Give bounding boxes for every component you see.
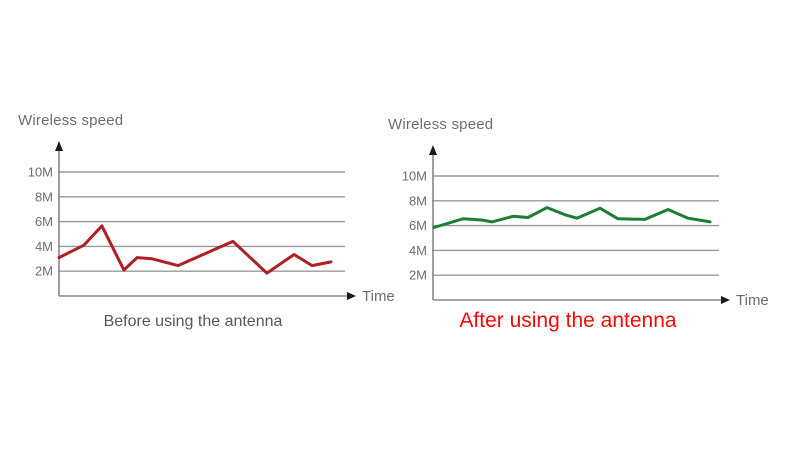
ytick-label: 4M [35,239,53,254]
x-axis-arrow-icon [721,296,730,304]
chart-title-after: Wireless speed [388,116,494,133]
ytick-label: 4M [409,243,427,258]
chart-title-before: Wireless speed [18,112,124,129]
ytick-label: 6M [409,218,427,233]
ytick-label: 2M [409,268,427,283]
x-axis-arrow-icon [347,292,356,300]
line-plot-before: 2M 4M 6M 8M 10M Time [28,141,395,305]
time-label: Time [736,292,769,309]
caption-before: Before using the antenna [103,313,283,330]
line-plot-after: 2M 4M 6M 8M 10M Time [402,145,769,309]
caption-after: After using the antenna [459,309,677,332]
speed-line [57,224,333,275]
ytick-label: 2M [35,264,53,279]
ytick-label: 10M [28,165,53,180]
ytick-label: 8M [35,189,53,204]
time-label: Time [362,288,395,305]
y-axis-arrow-icon [55,141,63,151]
chart-before: Wireless speed 2M 4M 6M 8M 10M Time Before us… [18,112,408,352]
ytick-label: 8M [409,193,427,208]
speed-line [432,206,712,229]
y-axis-arrow-icon [429,145,437,155]
ytick-label: 10M [402,169,427,184]
ytick-label: 6M [35,214,53,229]
chart-after: Wireless speed 2M 4M 6M 8M 10M Time After usi… [388,116,778,356]
